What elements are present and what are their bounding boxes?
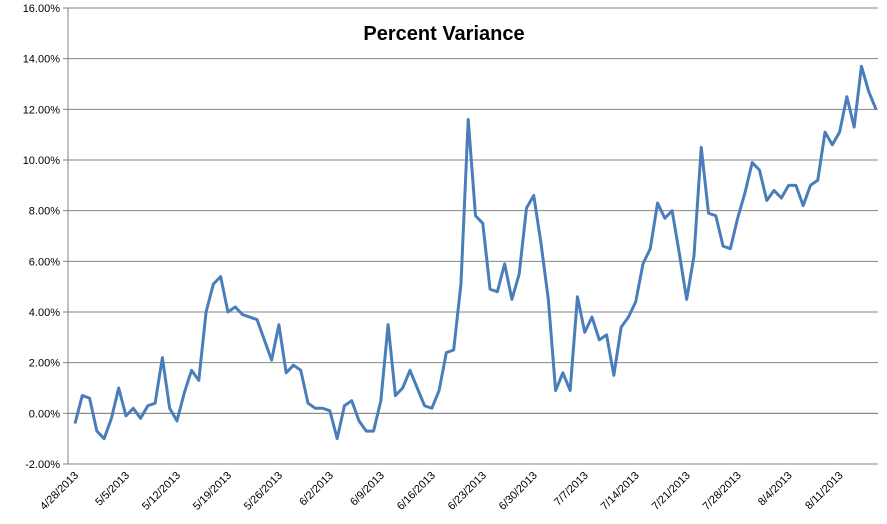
x-tick-label: 7/21/2013 <box>650 470 693 513</box>
x-tick-label: 5/5/2013 <box>93 470 132 509</box>
x-tick-label: 5/26/2013 <box>242 470 285 513</box>
y-tick-label: 12.00% <box>23 104 61 116</box>
y-tick-label: 0.00% <box>29 408 60 420</box>
x-tick-label: 5/19/2013 <box>191 470 234 513</box>
x-tick-label: 6/23/2013 <box>446 470 489 513</box>
chart-title: Percent Variance <box>363 23 524 45</box>
y-tick-label: 8.00% <box>29 206 60 218</box>
y-tick-label: 6.00% <box>29 256 60 268</box>
x-tick-label: 4/28/2013 <box>38 470 81 513</box>
y-tick-label: -2.00% <box>25 459 60 471</box>
y-tick-label: 2.00% <box>29 358 60 370</box>
x-tick-label: 6/2/2013 <box>297 470 336 509</box>
x-tick-label: 6/30/2013 <box>497 470 540 513</box>
series-layer <box>73 64 878 441</box>
x-tick-label: 6/9/2013 <box>348 470 387 509</box>
y-tick-label: 4.00% <box>29 307 60 319</box>
x-tick-label: 7/7/2013 <box>552 470 591 509</box>
x-tick-labels: 4/28/2013 5/5/2013 5/12/2013 5/19/2013 5/26/… <box>38 470 846 513</box>
series-line <box>73 64 878 441</box>
axes <box>63 7 878 465</box>
x-tick-label: 5/12/2013 <box>140 470 183 513</box>
y-tick-labels: -2.00% 0.00% 2.00% 4.00% 6.00% 8.00% 10.00% 12.… <box>23 3 61 471</box>
x-tick-label: 6/16/2013 <box>395 470 438 513</box>
gridlines <box>68 7 878 465</box>
x-tick-label: 8/11/2013 <box>803 470 846 513</box>
x-tick-label: 8/4/2013 <box>756 470 795 509</box>
y-tick-label: 14.00% <box>23 54 61 66</box>
y-tick-label: 16.00% <box>23 3 61 15</box>
x-tick-label: 7/28/2013 <box>701 470 744 513</box>
y-tick-label: 10.00% <box>23 155 61 167</box>
x-tick-label: 7/14/2013 <box>599 470 642 513</box>
